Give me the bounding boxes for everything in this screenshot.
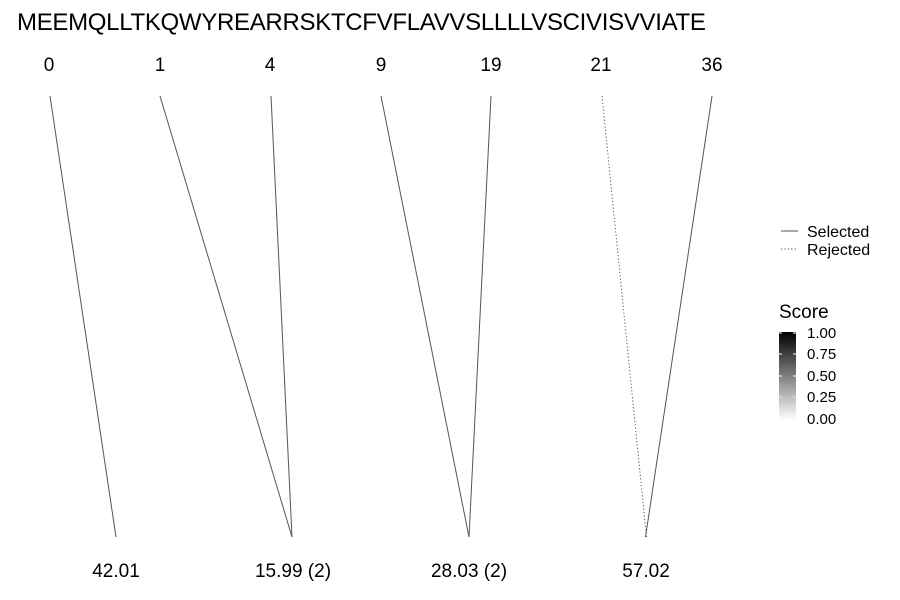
score-tick-label-3: 0.50 bbox=[807, 368, 836, 385]
top-position-label-0: 0 bbox=[44, 55, 55, 76]
connection-lines bbox=[49, 95, 713, 538]
connection-line-selected-6 bbox=[645, 95, 713, 538]
bottom-score-label-4: 57.02 bbox=[622, 561, 670, 582]
score-tick-label-2: 0.75 bbox=[807, 346, 836, 363]
connection-line-selected-3 bbox=[380, 95, 470, 538]
score-colorbar bbox=[779, 332, 796, 420]
sequence-text: MEEMQLLTKQWYREARRSKTCFVFLAVVSLLLLVSCIVIS… bbox=[17, 9, 706, 36]
top-position-label-36: 36 bbox=[701, 55, 722, 76]
bottom-score-label-2: 15.99 (2) bbox=[255, 561, 331, 582]
score-tick-label-4: 0.25 bbox=[807, 389, 836, 406]
top-position-label-21: 21 bbox=[590, 55, 611, 76]
connection-line-selected-2 bbox=[270, 95, 293, 538]
score-tick-label-5: 0.00 bbox=[807, 411, 836, 428]
top-position-label-9: 9 bbox=[376, 55, 387, 76]
top-position-label-19: 19 bbox=[480, 55, 501, 76]
score-tick-label-1: 1.00 bbox=[807, 325, 836, 342]
rejected-legend-label: Rejected bbox=[807, 242, 870, 259]
connection-line-selected-4 bbox=[468, 95, 492, 538]
bottom-score-label-1: 42.01 bbox=[92, 561, 140, 582]
score-legend: Score 1.00 0.75 0.50 0.25 0.00 bbox=[779, 302, 836, 428]
bottom-score-label-3: 28.03 (2) bbox=[431, 561, 507, 582]
bottom-score-labels: 42.01 15.99 (2) 28.03 (2) 57.02 bbox=[92, 561, 670, 582]
top-position-labels: 0 1 4 9 19 21 36 bbox=[44, 55, 723, 76]
top-position-label-1: 1 bbox=[155, 55, 166, 76]
connection-line-rejected-5 bbox=[601, 95, 647, 538]
selected-legend-label: Selected bbox=[807, 224, 869, 241]
connection-line-selected-0 bbox=[49, 95, 117, 538]
connection-line-selected-1 bbox=[159, 95, 293, 538]
status-legend: Selected Rejected bbox=[781, 224, 870, 259]
score-legend-title: Score bbox=[779, 302, 829, 323]
top-position-label-4: 4 bbox=[265, 55, 276, 76]
